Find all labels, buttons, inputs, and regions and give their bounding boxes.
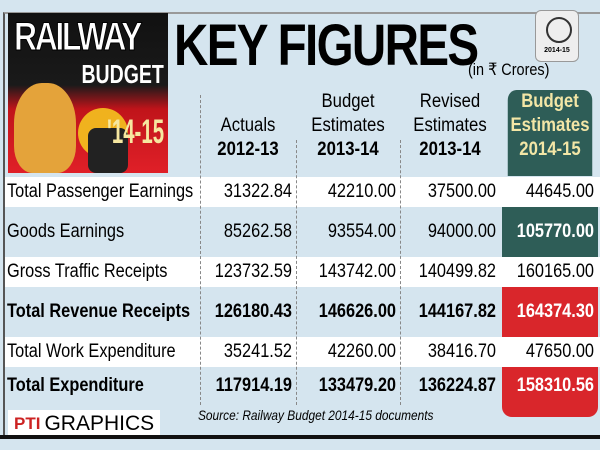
cell-value: 94000.00 [427,221,496,242]
page-title: KEY FIGURES [174,13,479,78]
logo-budget: BUDGET [81,59,164,89]
cell-value: 47650.00 [525,341,594,362]
bottom-rule [0,435,600,439]
row-label: Goods Earnings [7,221,125,242]
cell-value: 160165.00 [516,261,594,282]
railway-seal-icon: 2014-15 [535,10,579,62]
cell-value: 44645.00 [525,181,594,202]
logo-year: '14-15 [106,113,164,151]
cell-value: 136224.87 [418,375,496,396]
row-label: Total Work Expenditure [7,341,176,362]
table-row: Gross Traffic Receipts 123732.59 143742.00… [5,257,600,287]
column-divider [296,140,297,405]
row-label: Total Passenger Earnings [7,181,194,202]
cell-value: 143742.00 [318,261,396,282]
cell-value: 31322.84 [223,181,292,202]
table-row: Total Passenger Earnings 31322.84 42210.00… [5,177,600,207]
cell-value: 144167.82 [418,301,496,322]
column-header-line2: Actuals [220,115,276,136]
railway-budget-logo: RAILWAY BUDGET '14-15 [8,13,168,173]
minister-portrait [14,83,76,173]
column-header-year: 2014-15 [519,139,581,160]
cell-value: 42260.00 [327,341,396,362]
column-header-line2: Estimates [311,115,385,136]
train-icon [88,128,128,173]
cell-value: 164374.30 [516,301,594,322]
logo-railway: RAILWAY [14,15,143,60]
cell-value: 133479.20 [318,375,396,396]
pti-brand: GRAPHICS [44,411,155,435]
seal-text: 2014-15 [544,47,570,54]
column-header-line2: Estimates [413,115,487,136]
cell-value: 38416.70 [427,341,496,362]
highlight-cell-bg [502,287,598,337]
column-header: Budget Estimates 2014-15 [507,90,593,176]
column-header-line1: Budget [521,91,579,112]
cell-value: 105770.00 [516,221,594,242]
cell-value: 158310.56 [516,375,594,396]
cell-value: 146626.00 [318,301,396,322]
cell-value: 35241.52 [223,341,292,362]
table-row: Goods Earnings 85262.58 93554.00 94000.00 10… [5,207,600,257]
row-label: Gross Traffic Receipts [7,261,168,282]
cell-value: 117914.19 [215,375,292,396]
column-divider [400,140,401,405]
table-row: Total Expenditure 117914.19 133479.20 13622… [5,367,600,417]
table-row: Total Work Expenditure 35241.52 42260.00 38… [5,337,600,367]
column-header-year: 2013-14 [419,139,481,160]
column-header-year: 2012-13 [217,139,279,160]
row-label: Total Expenditure [7,375,144,396]
pti-graphics-logo: PTI GRAPHICS [8,410,161,437]
column-header-line1 [206,90,290,114]
cell-value: 85262.58 [223,221,292,242]
row-label: Total Revenue Receipts [7,301,191,322]
column-header-line1: Budget [321,91,375,112]
column-divider [200,95,201,405]
column-header-line2: Estimates [510,115,590,136]
cell-value: 42210.00 [327,181,396,202]
column-header: Budget Estimates 2013-14 [302,90,394,176]
source-note: Source: Railway Budget 2014-15 documents [198,407,434,423]
cell-value: 123732.59 [214,261,292,282]
pti-mark: PTI [14,413,41,433]
unit-label: (in ₹ Crores) [468,60,550,79]
column-header-year: 2013-14 [317,139,379,160]
highlight-cell-bg [502,367,598,417]
cell-value: 37500.00 [427,181,496,202]
column-header: Revised Estimates 2013-14 [406,90,494,176]
column-header: Actuals 2012-13 [206,90,290,176]
table-row: Total Revenue Receipts 126180.43 146626.00… [5,287,600,337]
column-header-line1: Revised [419,91,481,112]
cell-value: 126180.43 [214,301,292,322]
cell-value: 140499.82 [418,261,496,282]
cell-value: 93554.00 [327,221,396,242]
highlight-cell-bg [502,207,598,257]
